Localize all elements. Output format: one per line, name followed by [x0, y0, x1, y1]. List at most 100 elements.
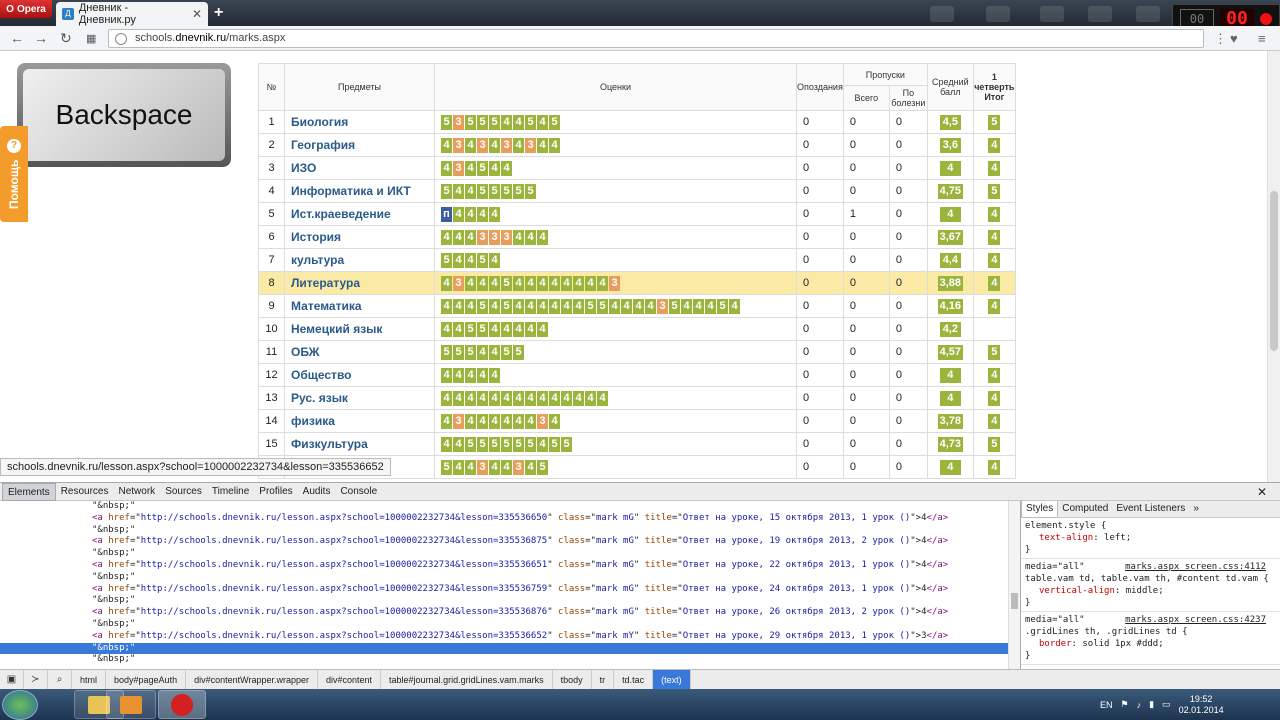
mark-link[interactable]: 4 — [501, 459, 512, 475]
mark-link[interactable]: 5 — [441, 114, 452, 130]
dom-node-line[interactable]: <a href="http://schools.dnevnik.ru/lesso… — [92, 583, 949, 594]
mark-link[interactable]: 3 — [525, 137, 536, 153]
style-rule[interactable]: media="all" marks.aspx screen.css:4112 tab… — [1021, 559, 1280, 612]
mark-link[interactable]: 4 — [561, 298, 572, 314]
devtools-tab-console[interactable]: Console — [340, 485, 378, 497]
mark-link[interactable]: 4 — [453, 252, 464, 268]
dom-node-line[interactable]: "&nbsp;" — [0, 595, 1008, 607]
dom-node-line[interactable]: "&nbsp;" — [0, 654, 1008, 666]
breadcrumb-item[interactable]: body#pageAuth — [106, 669, 187, 690]
mark-link[interactable]: 4 — [453, 298, 464, 314]
mark-link[interactable]: 4 — [513, 137, 524, 153]
mark-link[interactable]: 4 — [453, 206, 464, 222]
mark-link[interactable]: 4 — [465, 252, 476, 268]
mark-link[interactable]: 5 — [501, 298, 512, 314]
devtools-tab-profiles[interactable]: Profiles — [259, 485, 293, 497]
mark-link[interactable]: 4 — [585, 275, 596, 291]
dom-node-line[interactable]: "&nbsp;" — [0, 548, 1008, 560]
mark-link[interactable]: 3 — [609, 275, 620, 291]
mark-link[interactable]: 4 — [453, 459, 464, 475]
mark-link[interactable]: 5 — [513, 436, 524, 452]
forward-icon[interactable]: → — [34, 30, 48, 46]
mark-link[interactable]: 4 — [513, 229, 524, 245]
mark-link[interactable]: 4 — [525, 321, 536, 337]
style-property[interactable]: border: solid 1px #ddd; — [1039, 639, 1164, 649]
devtools-tab-elements[interactable]: Elements — [2, 482, 56, 501]
mark-link[interactable]: п — [441, 206, 452, 222]
rule-source[interactable]: marks.aspx screen.css:4237 — [1125, 615, 1266, 625]
mark-link[interactable]: 4 — [525, 229, 536, 245]
mark-link[interactable]: 3 — [453, 160, 464, 176]
opera-menu-button[interactable]: O Opera — [0, 0, 52, 18]
mark-link[interactable]: 5 — [525, 114, 536, 130]
mark-link[interactable]: 4 — [477, 367, 488, 383]
mark-link[interactable]: 5 — [477, 436, 488, 452]
mark-link[interactable]: 4 — [477, 275, 488, 291]
menu-icon[interactable]: ≡ — [1258, 31, 1266, 46]
mark-link[interactable]: 3 — [477, 229, 488, 245]
mark-link[interactable]: 4 — [465, 390, 476, 406]
dom-node-line[interactable]: "&nbsp;" — [0, 572, 1008, 584]
mark-link[interactable]: 3 — [477, 459, 488, 475]
mark-link[interactable]: 5 — [489, 436, 500, 452]
mark-link[interactable]: 5 — [669, 298, 680, 314]
record-icon[interactable] — [1260, 13, 1272, 25]
mark-link[interactable]: 4 — [597, 275, 608, 291]
breadcrumb-item[interactable]: (text) — [653, 669, 691, 690]
mark-link[interactable]: 5 — [585, 298, 596, 314]
devtools-tab-network[interactable]: Network — [118, 485, 156, 497]
mark-link[interactable]: 5 — [501, 183, 512, 199]
mark-link[interactable]: 5 — [453, 344, 464, 360]
mark-link[interactable]: 4 — [477, 413, 488, 429]
mark-link[interactable]: 4 — [525, 390, 536, 406]
breadcrumb-item[interactable]: tbody — [553, 669, 592, 690]
mark-link[interactable]: 5 — [477, 114, 488, 130]
breadcrumb-item[interactable]: html — [72, 669, 107, 690]
scrollbar-thumb[interactable] — [1270, 191, 1278, 351]
mark-link[interactable]: 4 — [729, 298, 740, 314]
mark-link[interactable]: 4 — [609, 298, 620, 314]
mark-link[interactable]: 4 — [585, 390, 596, 406]
breadcrumb-item[interactable]: tr — [592, 669, 615, 690]
mark-link[interactable]: 5 — [441, 183, 452, 199]
mark-link[interactable]: 4 — [573, 275, 584, 291]
mark-link[interactable]: 4 — [465, 206, 476, 222]
dom-node-line[interactable]: "&nbsp;" — [0, 619, 1008, 631]
mark-link[interactable]: 4 — [453, 183, 464, 199]
mark-link[interactable]: 3 — [453, 413, 464, 429]
elements-scrollbar-thumb[interactable] — [1011, 593, 1018, 609]
breadcrumb-item[interactable]: td.tac — [614, 669, 654, 690]
subject-link[interactable]: ИЗО — [284, 156, 435, 180]
mark-link[interactable]: 4 — [441, 229, 452, 245]
mark-link[interactable]: 4 — [501, 413, 512, 429]
subject-link[interactable]: ОБЖ — [284, 340, 435, 364]
mark-link[interactable]: 5 — [489, 114, 500, 130]
mark-link[interactable]: 5 — [465, 436, 476, 452]
mark-link[interactable]: 3 — [501, 137, 512, 153]
subject-link[interactable]: Рус. язык — [284, 386, 435, 410]
mark-link[interactable]: 4 — [525, 459, 536, 475]
flag-icon[interactable]: ⚑ — [1120, 699, 1129, 709]
taskbar-clock[interactable]: 19:52 02.01.2014 — [1179, 694, 1224, 716]
mark-link[interactable]: 4 — [537, 298, 548, 314]
speed-dial-grid-icon[interactable]: ▦ — [86, 33, 97, 45]
mark-link[interactable]: 5 — [465, 114, 476, 130]
mark-link[interactable]: 4 — [441, 390, 452, 406]
mark-link[interactable]: 5 — [597, 298, 608, 314]
mark-link[interactable]: 4 — [453, 229, 464, 245]
mark-link[interactable]: 4 — [489, 321, 500, 337]
mark-link[interactable]: 4 — [453, 390, 464, 406]
mark-link[interactable]: 4 — [441, 436, 452, 452]
mark-link[interactable]: 4 — [441, 137, 452, 153]
subject-link[interactable]: Математика — [284, 294, 435, 318]
mark-link[interactable]: 5 — [477, 183, 488, 199]
mark-link[interactable]: 4 — [489, 137, 500, 153]
mark-link[interactable]: 5 — [441, 344, 452, 360]
mark-link[interactable]: 4 — [453, 367, 464, 383]
mark-link[interactable]: 4 — [453, 321, 464, 337]
mark-link[interactable]: 3 — [489, 229, 500, 245]
mark-link[interactable]: 4 — [693, 298, 704, 314]
start-button[interactable] — [2, 690, 38, 720]
battery-icon[interactable]: ▭ — [1162, 699, 1171, 709]
mark-link[interactable]: 4 — [489, 459, 500, 475]
